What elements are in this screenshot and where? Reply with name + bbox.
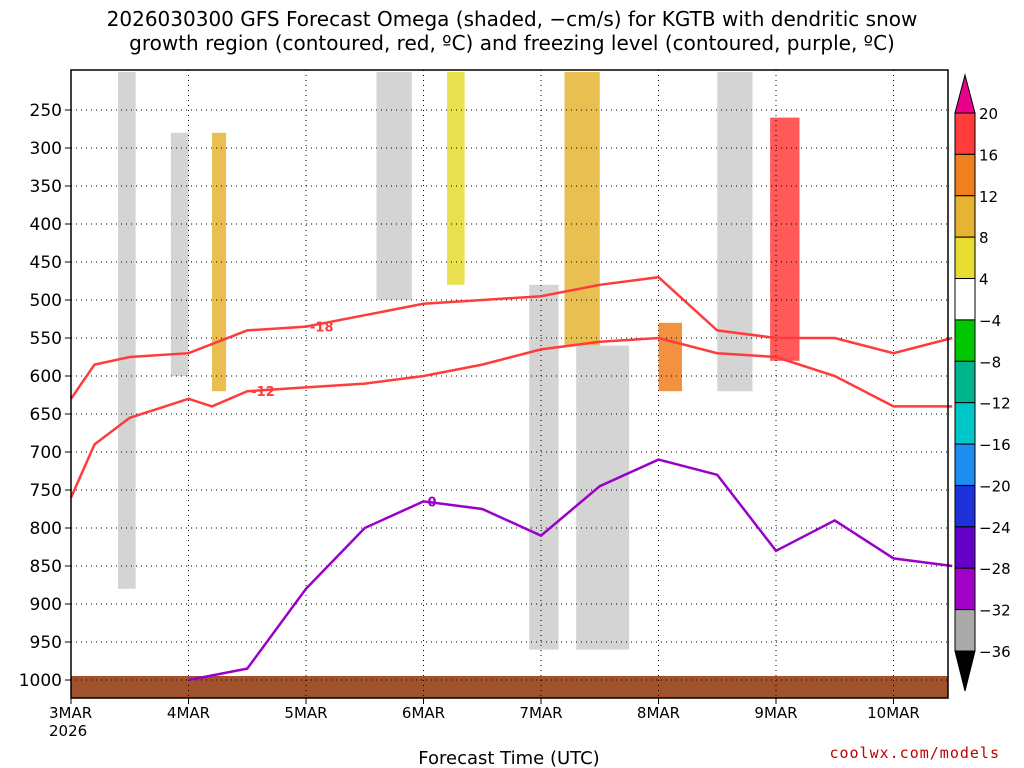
x-tick-label: 8MAR xyxy=(637,704,680,722)
contour-freezing_level_0 xyxy=(188,458,953,682)
y-tick-label: 550 xyxy=(30,329,62,349)
grid-lines xyxy=(71,70,948,698)
x-start-year-label: 2026 xyxy=(49,722,87,740)
chart-title-line-1: 2026030300 GFS Forecast Omega (shaded, −… xyxy=(106,7,918,31)
colorbar-segment xyxy=(954,153,976,197)
omega-shade-region xyxy=(170,132,189,376)
x-start-label: 3MAR xyxy=(49,704,92,722)
y-tick-label: 650 xyxy=(30,405,62,425)
y-tick-label: 250 xyxy=(30,101,62,121)
y-tick-label: 600 xyxy=(30,367,62,387)
omega-shade-region xyxy=(529,284,559,650)
colorbar-top-arrow xyxy=(954,73,976,114)
colorbar-segment xyxy=(954,443,976,486)
y-tick-label: 300 xyxy=(30,139,62,159)
omega-shade-region xyxy=(447,72,465,285)
omega-shading xyxy=(118,72,800,650)
y-tick-label: 900 xyxy=(30,595,62,615)
contour-label: 0 xyxy=(428,495,437,510)
omega-shade-region xyxy=(376,72,412,300)
x-tick-label: 4MAR xyxy=(167,704,210,722)
colorbar: 20 16 12 8 4 −4 −8 −12 −16 −20 −24 −28 −32 −36 xyxy=(954,73,1011,692)
omega-shade-region xyxy=(118,72,136,589)
colorbar-label: −28 xyxy=(979,560,1011,578)
y-tick-label: 500 xyxy=(30,291,62,311)
contour-label: -18 xyxy=(310,321,334,336)
omega-shade-region xyxy=(212,132,227,392)
colorbar-label: −32 xyxy=(979,602,1011,620)
colorbar-label: 16 xyxy=(979,146,998,164)
colorbar-label: −4 xyxy=(979,312,1001,330)
colorbar-segment xyxy=(954,278,976,321)
y-tick-label: 1000 xyxy=(19,671,62,691)
x-tick-label: 6MAR xyxy=(402,704,445,722)
colorbar-label: −20 xyxy=(979,477,1011,495)
colorbar-label: 12 xyxy=(979,188,998,206)
y-tick-label: 700 xyxy=(30,443,62,463)
colorbar-segment xyxy=(954,195,976,238)
contour-label: -12 xyxy=(251,385,275,400)
contour-lines: -12 -18 0 xyxy=(69,275,953,682)
y-tick-label: 750 xyxy=(30,481,62,501)
contour-dendritic_minus18 xyxy=(69,275,953,400)
colorbar-segment xyxy=(954,112,976,155)
chart-title-line-2: growth region (contoured, red, ºC) and f… xyxy=(129,31,895,55)
colorbar-label: −16 xyxy=(979,436,1011,454)
colorbar-segment xyxy=(954,526,976,569)
colorbar-label: −8 xyxy=(979,353,1001,371)
colorbar-label: 8 xyxy=(979,229,989,247)
omega-shade-region xyxy=(564,72,600,346)
terrain-ground xyxy=(71,676,948,698)
plot-frame xyxy=(70,69,949,699)
colorbar-label: −36 xyxy=(979,643,1011,661)
colorbar-bottom-arrow xyxy=(954,650,976,692)
y-tick-label: 450 xyxy=(30,253,62,273)
colorbar-segment xyxy=(954,360,976,404)
contour-dendritic_minus12 xyxy=(69,336,953,499)
colorbar-segment xyxy=(954,609,976,652)
omega-shade-region xyxy=(658,322,682,392)
omega-shade-region xyxy=(717,72,753,392)
colorbar-segment xyxy=(954,567,976,611)
y-axis: 250 300 350 400 450 500 550 600 650 700 750 800 850 9… xyxy=(19,101,71,691)
y-tick-label: 850 xyxy=(30,557,62,577)
colorbar-segment xyxy=(954,319,976,362)
y-tick-label: 350 xyxy=(30,177,62,197)
x-axis-label: Forecast Time (UTC) xyxy=(418,748,599,768)
x-tick-label: 9MAR xyxy=(754,704,797,722)
colorbar-label: −24 xyxy=(979,519,1011,537)
x-tick-label: 5MAR xyxy=(284,704,327,722)
y-tick-label: 950 xyxy=(30,633,62,653)
y-tick-label: 400 xyxy=(30,215,62,235)
y-tick-label: 800 xyxy=(30,519,62,539)
x-tick-label: 10MAR xyxy=(867,704,920,722)
colorbar-segment xyxy=(954,484,976,528)
colorbar-label: 4 xyxy=(979,271,989,289)
omega-shade-region xyxy=(770,117,800,361)
colorbar-segment xyxy=(954,402,976,445)
credit-text: coolwx.com/models xyxy=(829,744,1000,762)
colorbar-label: −12 xyxy=(979,395,1011,413)
x-tick-label: 7MAR xyxy=(519,704,562,722)
colorbar-segment xyxy=(954,236,976,280)
colorbar-label: 20 xyxy=(979,105,998,123)
